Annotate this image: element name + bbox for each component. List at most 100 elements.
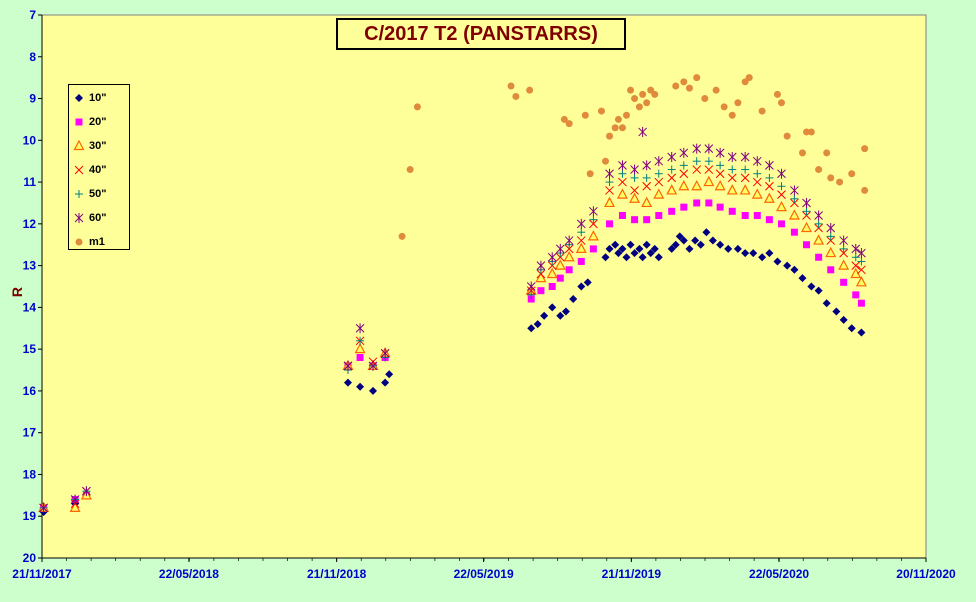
data-point xyxy=(715,169,725,179)
data-point xyxy=(564,235,574,246)
y-tick-label: 9 xyxy=(29,92,36,106)
data-point xyxy=(646,249,655,258)
y-tick-label: 11 xyxy=(23,175,36,189)
data-point xyxy=(765,160,774,171)
data-point xyxy=(741,165,750,174)
data-point xyxy=(680,203,688,211)
data-point xyxy=(605,244,614,253)
data-point xyxy=(679,236,688,245)
data-point xyxy=(605,178,614,187)
data-point xyxy=(802,211,811,220)
data-point xyxy=(802,197,811,208)
data-point xyxy=(630,186,639,195)
data-point xyxy=(758,107,766,115)
y-tick-label: 14 xyxy=(23,300,37,314)
data-point xyxy=(728,165,737,174)
data-point xyxy=(548,283,556,290)
data-point xyxy=(679,161,688,170)
y-tick-label: 17 xyxy=(23,426,37,440)
legend-item: 30" xyxy=(73,139,106,153)
legend-item: 10" xyxy=(73,91,106,105)
data-point xyxy=(765,181,774,191)
data-point xyxy=(668,207,676,215)
data-point xyxy=(527,295,535,303)
x-tick-label: 21/11/2017 xyxy=(12,567,72,581)
data-point xyxy=(758,253,767,262)
data-point xyxy=(733,244,742,253)
data-point xyxy=(739,184,751,195)
data-point xyxy=(343,378,352,387)
data-point xyxy=(586,170,594,178)
data-point xyxy=(654,177,664,187)
data-point xyxy=(685,244,694,253)
data-point xyxy=(783,132,791,140)
data-point xyxy=(703,175,715,187)
data-point xyxy=(650,244,659,253)
data-point xyxy=(790,198,799,208)
data-point xyxy=(605,186,614,195)
legend-label: 40" xyxy=(89,164,107,176)
data-point xyxy=(826,223,836,234)
data-point xyxy=(825,246,837,258)
data-point xyxy=(618,244,627,253)
data-point xyxy=(554,259,566,270)
data-point xyxy=(356,382,365,391)
data-point xyxy=(826,232,835,241)
data-point xyxy=(667,244,676,253)
x-tick-label: 22/05/2020 xyxy=(749,567,809,581)
data-point xyxy=(561,307,570,316)
data-point xyxy=(839,244,848,253)
data-point xyxy=(616,188,628,199)
data-point xyxy=(638,126,647,137)
data-point xyxy=(848,170,856,178)
data-point xyxy=(368,386,377,395)
data-point xyxy=(783,261,792,270)
data-point xyxy=(576,236,586,245)
data-point xyxy=(354,342,366,354)
data-point xyxy=(704,165,714,174)
data-point xyxy=(798,274,807,283)
data-point xyxy=(716,161,725,170)
data-point xyxy=(675,232,684,241)
data-point xyxy=(753,211,761,219)
data-point xyxy=(643,216,651,224)
data-point xyxy=(356,354,364,362)
data-point xyxy=(790,185,799,196)
data-point xyxy=(803,241,811,249)
data-point xyxy=(667,173,677,183)
data-point xyxy=(693,199,701,207)
data-point xyxy=(826,236,836,245)
data-point xyxy=(627,86,635,94)
data-point xyxy=(643,99,651,107)
data-point xyxy=(724,244,733,253)
series-6 xyxy=(398,74,869,240)
data-point xyxy=(727,173,737,183)
data-point xyxy=(356,336,365,345)
data-point xyxy=(398,232,406,240)
data-point xyxy=(836,178,844,186)
data-point xyxy=(752,177,762,187)
data-point xyxy=(861,186,869,194)
data-point xyxy=(691,236,700,245)
data-point xyxy=(813,234,825,245)
data-point xyxy=(597,107,605,115)
data-point xyxy=(726,184,738,195)
data-point xyxy=(857,265,866,275)
data-point xyxy=(728,207,736,215)
series-2 xyxy=(38,175,867,512)
data-point xyxy=(716,240,725,249)
data-point xyxy=(614,249,623,258)
data-point xyxy=(654,253,663,262)
data-point xyxy=(777,168,786,179)
y-tick-label: 18 xyxy=(23,467,37,481)
data-point xyxy=(763,192,775,203)
legend-marker-icon xyxy=(73,140,85,151)
x-tick-label: 22/05/2018 xyxy=(159,567,219,581)
legend-label: 30" xyxy=(89,140,107,152)
x-tick-label: 21/11/2019 xyxy=(602,567,662,581)
data-point xyxy=(630,164,639,175)
data-point xyxy=(527,324,536,333)
data-point xyxy=(801,221,813,233)
data-point xyxy=(576,218,586,229)
data-point xyxy=(642,173,651,182)
